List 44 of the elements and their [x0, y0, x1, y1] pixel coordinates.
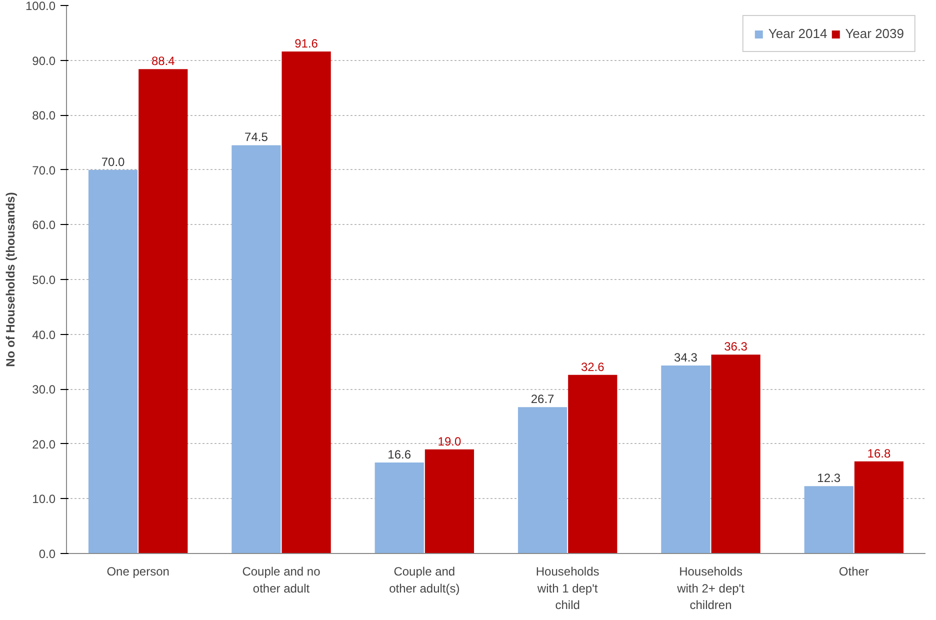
data-label: 91.6 [294, 36, 318, 51]
data-label: 32.6 [580, 360, 605, 374]
bar [282, 52, 331, 554]
y-tick-label: 0.0 [38, 547, 56, 561]
y-tick-label: 90.0 [32, 54, 56, 68]
bar [424, 449, 474, 554]
bar [854, 461, 904, 554]
legend-label: Year 2014 [768, 26, 828, 41]
data-label: 12.3 [817, 471, 841, 486]
x-tick-label: Households with 2+ dep't children [676, 564, 746, 612]
y-tick-label: 60.0 [32, 218, 56, 232]
y-tick-label: 80.0 [32, 108, 56, 123]
bar [804, 486, 854, 554]
data-label: 34.3 [674, 350, 698, 365]
y-tick-label: 20.0 [32, 437, 56, 452]
data-label: 19.0 [438, 434, 462, 448]
bar [138, 69, 188, 554]
x-tick-label: Couple and no other adult [242, 564, 321, 596]
data-label: 16.8 [867, 446, 891, 460]
bar [518, 407, 568, 554]
bar [568, 374, 618, 554]
bar [88, 170, 138, 554]
y-tick-label: 40.0 [32, 328, 56, 342]
bar [711, 354, 760, 554]
y-tick-label: 50.0 [32, 273, 56, 287]
legend-label: Year 2039 [845, 26, 904, 41]
data-label: 88.4 [151, 54, 176, 68]
x-tick-label: Households with 1 dep't child [536, 564, 600, 612]
data-label: 26.7 [530, 392, 555, 406]
data-label: 36.3 [724, 340, 748, 354]
data-label: 16.6 [388, 448, 412, 462]
x-tick-label: One person [106, 564, 170, 578]
y-axis-title: No of Households (thousands) [3, 192, 18, 367]
bar [661, 366, 710, 554]
data-label: 74.5 [244, 130, 268, 144]
data-label: 70.0 [101, 154, 126, 169]
y-tick-label: 100.0 [25, 0, 56, 13]
x-tick-label: Couple and other adult(s) [389, 564, 460, 596]
y-tick-label: 10.0 [32, 492, 56, 506]
x-tick-label: Other [838, 564, 869, 578]
bar [374, 462, 424, 554]
y-tick-label: 30.0 [32, 382, 56, 397]
y-tick-label: 70.0 [32, 163, 56, 178]
bar [232, 145, 281, 554]
